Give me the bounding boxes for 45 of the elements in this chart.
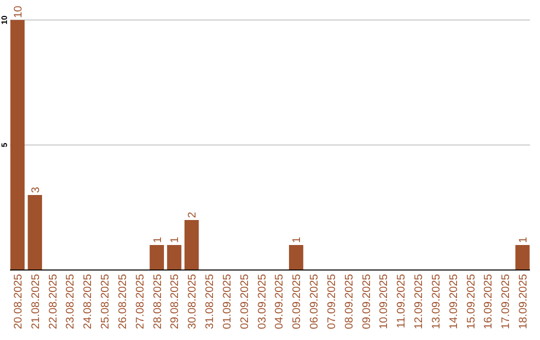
x-tick-label: 13.09.2025 — [430, 274, 442, 330]
x-tick-label: 18.09.2025 — [518, 274, 530, 330]
x-tick-label: 03.09.2025 — [256, 274, 268, 330]
x-tick-label: 21.08.2025 — [30, 274, 42, 330]
x-tick-label: 07.09.2025 — [326, 274, 338, 330]
data-label: 1 — [152, 236, 164, 243]
x-tick-label: 09.09.2025 — [360, 274, 373, 330]
x-tick-label: 27.08.2025 — [134, 274, 146, 330]
data-label: 1 — [169, 236, 182, 243]
x-tick-label: 17.09.2025 — [500, 274, 512, 330]
data-label: 2 — [186, 212, 199, 218]
x-tick-label: 12.09.2025 — [413, 274, 426, 330]
x-tick-label: 24.08.2025 — [82, 274, 94, 330]
data-label: 1 — [291, 236, 304, 243]
bar — [167, 245, 182, 270]
x-tick-label: 16.09.2025 — [482, 274, 495, 330]
bar — [184, 220, 199, 270]
data-label: 10 — [12, 6, 24, 18]
x-tick-label: 28.08.2025 — [152, 274, 164, 330]
data-label: 3 — [30, 186, 42, 193]
x-tick-label: 08.09.2025 — [343, 274, 356, 330]
x-tick-label: 15.09.2025 — [465, 274, 478, 330]
x-tick-label: 25.08.2025 — [100, 274, 112, 330]
x-tick-label: 26.08.2025 — [116, 274, 129, 330]
y-tick-label: 5 — [0, 142, 9, 148]
x-tick-label: 01.09.2025 — [221, 274, 234, 330]
x-tick-label: 14.09.2025 — [448, 274, 460, 330]
x-tick-label: 10.09.2025 — [378, 274, 390, 330]
bar — [515, 245, 530, 270]
x-tick-label: 30.08.2025 — [186, 274, 199, 330]
x-tick-label: 05.09.2025 — [291, 274, 304, 330]
data-label: 1 — [518, 236, 530, 243]
x-tick-label: 11.09.2025 — [396, 274, 408, 328]
x-tick-label: 06.09.2025 — [308, 274, 321, 330]
bar — [10, 20, 25, 270]
x-tick-label: 22.08.2025 — [47, 274, 60, 330]
x-tick-label: 23.08.2025 — [64, 274, 77, 330]
x-tick-label: 04.09.2025 — [274, 274, 286, 330]
bar — [288, 245, 304, 270]
x-tick-label: 20.08.2025 — [12, 274, 24, 330]
bar — [28, 195, 42, 270]
x-tick-label: 29.08.2025 — [169, 274, 182, 330]
x-tick-label: 02.09.2025 — [238, 274, 251, 330]
x-tick-label: 31.08.2025 — [204, 274, 216, 330]
bar — [150, 245, 164, 270]
